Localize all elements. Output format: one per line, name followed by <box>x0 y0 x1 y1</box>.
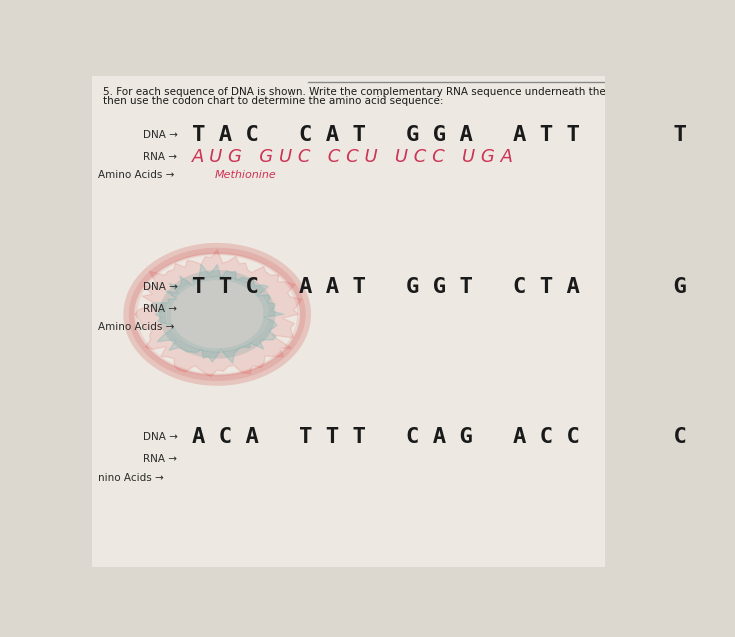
Text: Amino Acids →: Amino Acids → <box>98 322 174 332</box>
Text: DNA →: DNA → <box>143 432 178 442</box>
Text: then use the codon chart to determine the amino acid sequence:: then use the codon chart to determine th… <box>103 96 444 106</box>
Text: RNA →: RNA → <box>143 454 177 464</box>
Polygon shape <box>151 264 284 363</box>
Text: T A C   C A T   G G A   A T T   A C T: T A C C A T G G A A T T A C T <box>192 125 686 145</box>
Bar <box>604 76 662 567</box>
Text: A C A   T T T   C A G   A C C   G T C: A C A T T T C A G A C C G T C <box>192 427 686 447</box>
Text: Amino Acids →: Amino Acids → <box>98 169 174 180</box>
Text: RNA →: RNA → <box>143 152 177 162</box>
Text: nino Acids →: nino Acids → <box>98 473 163 483</box>
Text: Methionine: Methionine <box>215 169 276 180</box>
Text: 5. For each sequence of DNA is shown. Write the complementary RNA sequence under: 5. For each sequence of DNA is shown. Wr… <box>103 87 647 97</box>
Text: DNA →: DNA → <box>143 131 178 140</box>
Text: RNA →: RNA → <box>143 304 177 315</box>
Text: T T C   A A T   G G T   C T A   G G G: T T C A A T G G T C T A G G G <box>192 277 686 297</box>
Polygon shape <box>135 250 302 376</box>
Text: DNA →: DNA → <box>143 282 178 292</box>
Text: A U G   G U C   C C U   U C C   U G A: A U G G U C C C U U C C U G A <box>192 148 514 166</box>
